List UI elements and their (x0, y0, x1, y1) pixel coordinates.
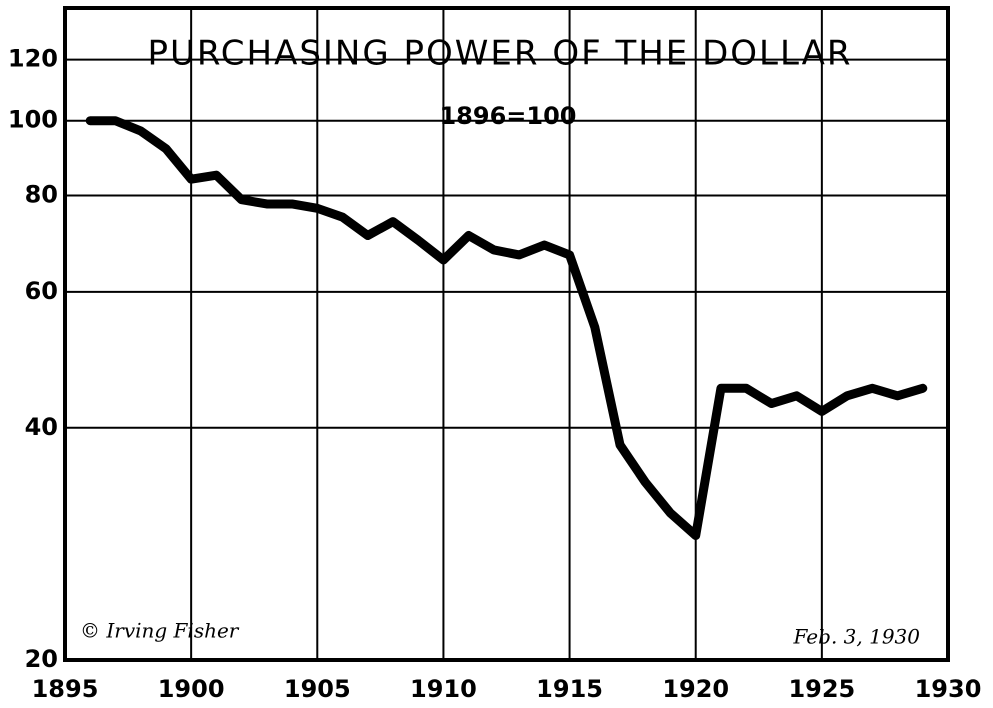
y-tick-label: 40 (25, 413, 58, 441)
copyright-note: © Irving Fisher (80, 619, 240, 643)
y-tick-label: 60 (25, 277, 58, 305)
y-tick-label: 120 (8, 45, 58, 73)
x-tick-label: 1920 (662, 675, 729, 703)
x-tick-label: 1925 (788, 675, 855, 703)
y-tick-label: 100 (8, 106, 58, 134)
x-tick-label: 1905 (284, 675, 351, 703)
x-tick-label: 1900 (158, 675, 225, 703)
y-tick-label: 20 (25, 645, 58, 673)
x-tick-label: 1930 (915, 675, 982, 703)
y-tick-label: 80 (25, 181, 58, 209)
chart-subtitle: 1896=100 (439, 102, 576, 130)
date-note: Feb. 3, 1930 (793, 625, 921, 649)
x-tick-label: 1895 (32, 675, 99, 703)
plot-frame (63, 6, 950, 662)
data-line (85, 116, 928, 541)
chart-title: PURCHASING POWER OF THE DOLLAR (147, 34, 852, 74)
x-tick-label: 1915 (536, 675, 603, 703)
x-tick-label: 1910 (410, 675, 477, 703)
